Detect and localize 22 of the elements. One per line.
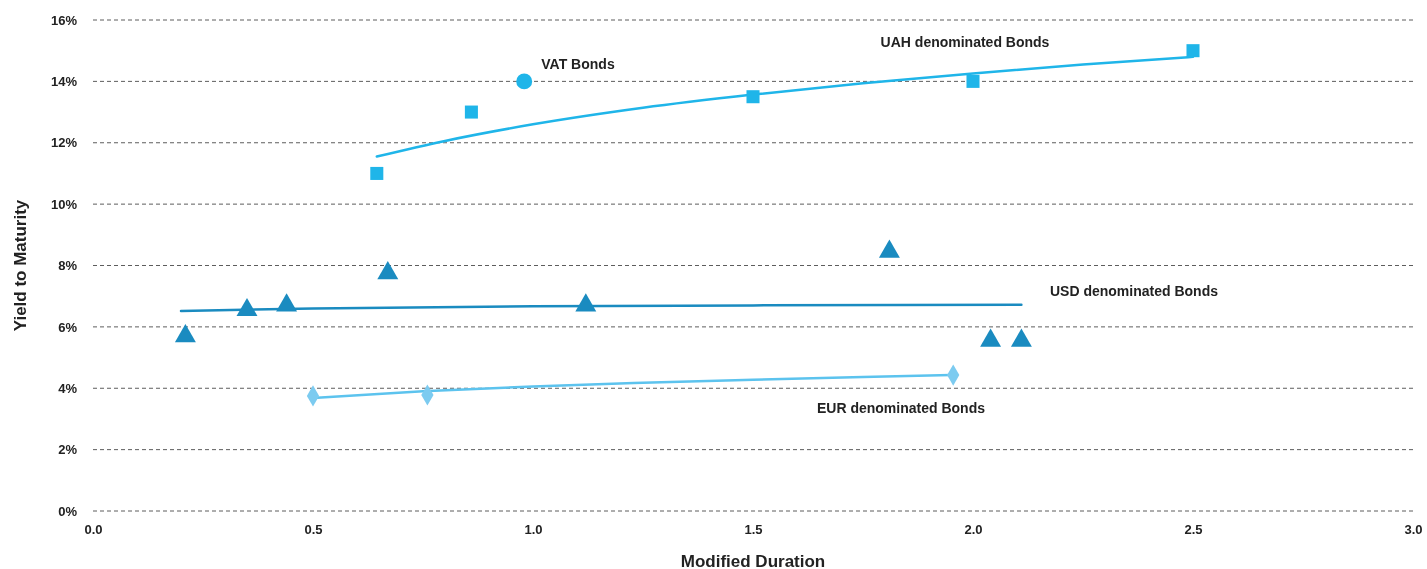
- x-tick-label: 0.5: [304, 522, 323, 538]
- annotation: VAT Bonds: [541, 55, 615, 72]
- y-tick-label: 0%: [58, 503, 78, 519]
- y-axis-title: Yield to Maturity: [11, 199, 30, 332]
- y-tick-label: 4%: [58, 380, 78, 396]
- y-tick-label: 8%: [58, 258, 78, 274]
- y-tick-label: 14%: [50, 74, 78, 90]
- x-tick-label: 2.5: [1184, 522, 1203, 538]
- y-tick-label: 12%: [50, 135, 78, 151]
- x-tick-label: 3.0: [1404, 522, 1423, 538]
- x-tick-label: 1.5: [744, 522, 763, 538]
- x-tick-label: 0.0: [84, 522, 103, 538]
- x-tick-label: 1.0: [524, 522, 543, 538]
- annotation: USD denominated Bonds: [1049, 282, 1219, 299]
- y-tick-label: 10%: [50, 196, 78, 212]
- x-axis-title: Modified Duration: [680, 552, 826, 569]
- y-tick-label: 2%: [58, 442, 78, 458]
- y-tick-label: 16%: [50, 12, 78, 28]
- x-tick-label: 2.0: [964, 522, 983, 538]
- annotation: UAH denominated Bonds: [880, 33, 1050, 50]
- annotation: EUR denominated Bonds: [816, 399, 986, 416]
- y-tick-label: 6%: [58, 319, 78, 335]
